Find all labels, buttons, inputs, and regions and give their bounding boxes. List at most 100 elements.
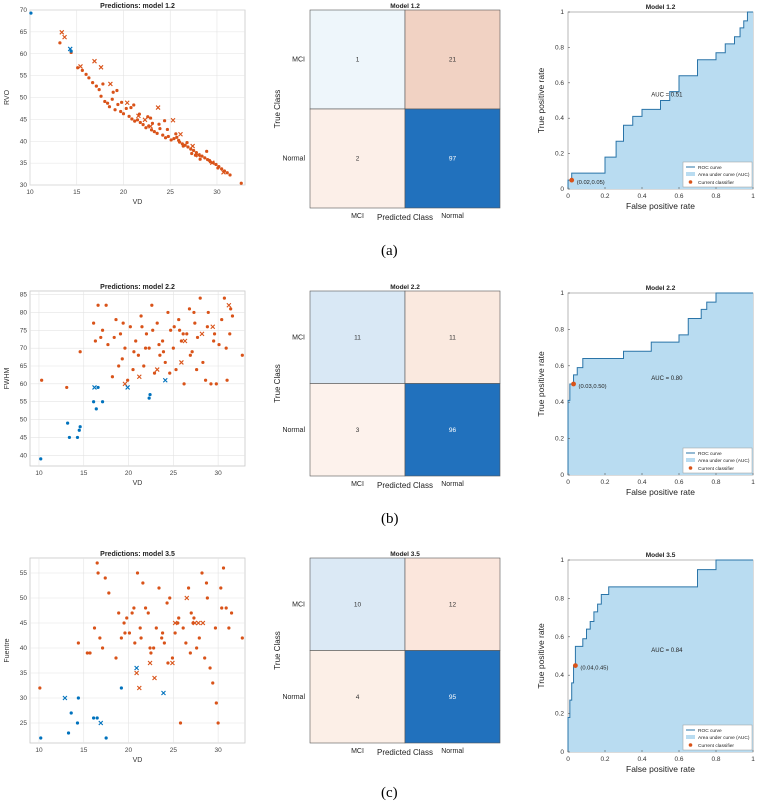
- scatter-point-normal-correct: [116, 102, 120, 107]
- scatter-point-mci-correct: [78, 425, 82, 429]
- y-tick-label: 35: [20, 670, 28, 677]
- scatter-point-normal-correct: [131, 367, 135, 372]
- y-tick-label: 45: [20, 620, 28, 627]
- scatter-point-normal-correct: [132, 606, 136, 610]
- current-classifier-label: (0.03,0.50): [579, 384, 607, 390]
- scatter-point-normal-correct: [132, 350, 136, 354]
- y-tick-label: 0.8: [555, 44, 564, 51]
- y-tick-label: 0.4: [555, 399, 564, 406]
- scatter-point-mci-correct: [29, 11, 33, 15]
- y-tick-label: 65: [20, 363, 28, 370]
- scatter-point-mci-correct: [67, 435, 72, 440]
- x-axis-label: VD: [133, 480, 143, 487]
- scatter-point-normal-correct: [115, 88, 119, 93]
- scatter-point-normal-correct: [172, 137, 176, 141]
- scatter-point-normal-correct: [240, 636, 244, 640]
- scatter-point-normal-correct: [176, 621, 180, 625]
- scatter-point-normal-correct: [130, 611, 134, 615]
- y-tick-label: 55: [20, 73, 28, 80]
- x-tick-label: 1: [751, 479, 755, 486]
- scatter-point-normal-correct: [197, 636, 201, 640]
- confusion-cell: [404, 290, 501, 384]
- scatter-point-normal-correct: [117, 364, 121, 368]
- confusion-count: 3: [356, 427, 360, 434]
- scatter-cross-mci-wrong: [62, 695, 68, 701]
- confusion-cell: [309, 650, 406, 744]
- scatter-point-normal-correct: [139, 636, 143, 640]
- x-tick-label: 25: [170, 747, 178, 754]
- y-tick-label: 0.8: [555, 595, 564, 602]
- scatter-cross-normal-wrong: [182, 338, 188, 344]
- y-tick-label: 55: [20, 399, 28, 406]
- scatter-point-mci-correct: [77, 428, 81, 432]
- scatter-point-normal-correct: [158, 126, 162, 131]
- scatter-cross-mci-wrong: [92, 385, 97, 390]
- scatter-point-normal-correct: [123, 631, 127, 635]
- scatter-cross-normal-wrong: [136, 685, 142, 691]
- column-class-label: MCI: [351, 481, 364, 488]
- roc-panel-c: Model 3.5 0 0.2 0.4 0.6 0.8 1 0 0.2 0.4 0.6 0.8 1 Fal…: [536, 552, 755, 774]
- scatter-point-normal-correct: [220, 317, 224, 322]
- scatter-point-normal-correct: [229, 611, 234, 615]
- scatter-point-normal-correct: [166, 310, 170, 315]
- scatter-point-normal-correct: [117, 611, 121, 615]
- scatter-point-normal-correct: [200, 154, 204, 158]
- x-tick-label: 15: [80, 747, 88, 754]
- scatter-cross-normal-wrong: [78, 64, 83, 69]
- confusion-count: 4: [356, 694, 360, 701]
- scatter-point-normal-correct: [142, 364, 146, 368]
- scatter-cross-normal-wrong: [226, 302, 232, 308]
- scatter-point-normal-correct: [152, 371, 157, 375]
- scatter-point-normal-correct: [150, 303, 154, 307]
- legend-point-swatch: [688, 743, 693, 747]
- x-tick-label: 20: [120, 189, 128, 196]
- scatter-point-normal-correct: [155, 131, 159, 135]
- scatter-point-normal-correct: [139, 314, 143, 318]
- scatter-point-normal-correct: [206, 310, 210, 315]
- scatter-point-normal-correct: [212, 332, 217, 336]
- scatter-panel-b: Predictions: model 2.2 10 15 20 25 30 40 45 50 55…: [4, 284, 246, 487]
- scatter-cross-normal-wrong: [190, 143, 196, 149]
- scatter-point-normal-correct: [111, 90, 115, 94]
- chart-title: Predictions: model 3.5: [100, 551, 175, 558]
- scatter-point-normal-correct: [165, 601, 169, 605]
- scatter-point-normal-correct: [168, 596, 172, 600]
- scatter-point-normal-correct: [93, 339, 97, 343]
- scatter-point-normal-correct: [190, 350, 194, 354]
- confusion-panel-b: Model 2.2 11 11 3 96 MCI MCI Normal Normal Predic…: [273, 284, 501, 490]
- scatter-point-normal-correct: [122, 621, 126, 625]
- x-tick-label: 0.8: [711, 193, 720, 200]
- y-tick-label: 55: [20, 570, 28, 577]
- scatter-point-normal-correct: [123, 346, 127, 350]
- confusion-cell: [404, 108, 501, 209]
- x-tick-label: 0.4: [637, 756, 646, 763]
- y-tick-label: 45: [20, 434, 28, 441]
- x-tick-label: 10: [35, 747, 43, 754]
- y-axis-label: True positive rate: [536, 351, 546, 417]
- scatter-point-normal-correct: [213, 626, 218, 630]
- scatter-point-normal-correct: [88, 651, 92, 655]
- scatter-point-normal-correct: [95, 561, 99, 565]
- scatter-point-normal-correct: [177, 616, 181, 620]
- scatter-point-normal-correct: [174, 132, 178, 136]
- scatter-point-normal-correct: [119, 109, 123, 114]
- y-tick-label: 0: [560, 749, 564, 756]
- x-axis-label: False positive rate: [626, 201, 695, 211]
- scatter-point-normal-correct: [154, 626, 158, 630]
- column-class-label: MCI: [351, 748, 364, 755]
- chart-title: Model 3.5: [646, 552, 676, 559]
- x-tick-label: 0.8: [711, 479, 720, 486]
- scatter-point-normal-correct: [224, 606, 228, 610]
- column-class-label: Normal: [441, 481, 464, 488]
- x-tick-label: 20: [125, 747, 133, 754]
- scatter-point-normal-correct: [200, 571, 204, 575]
- y-tick-label: 30: [20, 182, 28, 189]
- scatter-point-normal-correct: [148, 116, 153, 120]
- scatter-cross-normal-wrong: [92, 58, 97, 64]
- scatter-point-normal-correct: [160, 631, 165, 635]
- scatter-point-normal-correct: [160, 339, 165, 343]
- scatter-point-mci-correct: [100, 400, 105, 404]
- scatter-point-normal-correct: [161, 350, 166, 354]
- scatter-point-normal-correct: [174, 367, 178, 372]
- confusion-count: 11: [354, 334, 361, 341]
